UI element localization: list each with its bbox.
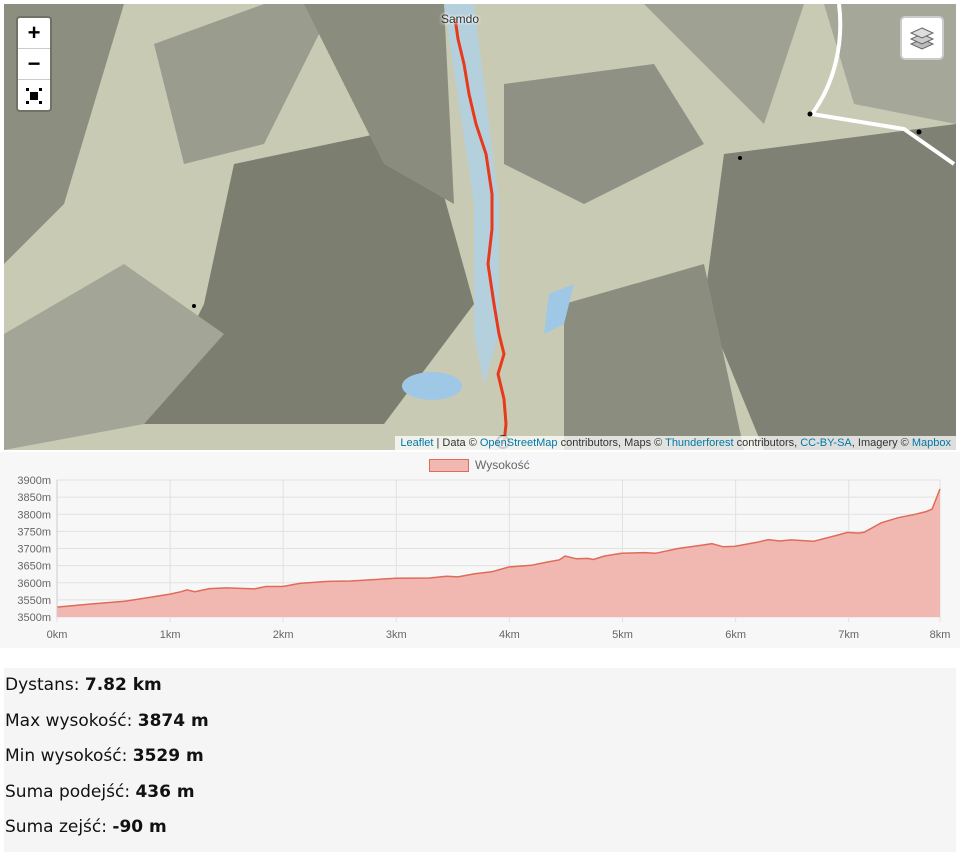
route-line — [453, 17, 508, 445]
attribution: Leaflet | Data © OpenStreetMap contribut… — [395, 436, 956, 450]
fullscreen-button[interactable] — [18, 80, 50, 110]
license-link[interactable]: CC-BY-SA — [800, 437, 852, 449]
mapbox-link[interactable]: Mapbox — [911, 437, 951, 449]
elevation-line — [56, 488, 941, 608]
stat-label: Min wysokość: — [5, 746, 133, 766]
chart-legend[interactable]: Wysokość — [429, 458, 530, 472]
osm-link[interactable]: OpenStreetMap — [479, 437, 558, 449]
stat-distance: Dystans: 7.82 km — [4, 668, 956, 704]
y-tick-label: 3800m — [17, 509, 51, 521]
x-tick-label: 5km — [612, 629, 633, 641]
y-tick-label: 3900m — [17, 475, 51, 487]
y-tick-label: 3500m — [17, 612, 51, 624]
stat-total-descent: Suma zejść: -90 m — [4, 810, 956, 846]
stat-label: Max wysokość: — [5, 710, 138, 731]
stat-value: 3529 m — [132, 746, 204, 766]
route-stats: Dystans: 7.82 km Max wysokość: 3874 m Mi… — [4, 668, 956, 852]
x-tick-label: 8km — [930, 629, 951, 641]
zoom-out-button[interactable]: − — [18, 49, 50, 80]
y-tick-label: 3850m — [17, 492, 51, 504]
y-tick-label: 3700m — [17, 544, 51, 556]
elevation-chart: 3900m 3850m 3800m 3750m 3700m 3650m 3600m 3550m… — [0, 452, 960, 648]
attr-text: | Data © — [433, 437, 480, 449]
x-tick-label: 2km — [273, 629, 294, 641]
thunderforest-link[interactable]: Thunderforest — [665, 437, 734, 449]
stat-max-elevation: Max wysokość: 3874 m — [4, 704, 956, 740]
y-tick-label: 3650m — [17, 561, 51, 573]
x-tick-label: 4km — [499, 629, 520, 641]
elevation-area — [57, 488, 940, 617]
layers-icon — [909, 27, 935, 50]
zoom-control: + − — [16, 16, 52, 112]
place-label: Samdo — [441, 12, 480, 26]
legend-swatch — [429, 458, 469, 472]
layers-button[interactable] — [900, 16, 944, 60]
x-tick-label: 1km — [160, 629, 181, 641]
attr-text: contributors, Maps © — [557, 437, 666, 449]
leaflet-link[interactable]: Leaflet — [400, 437, 434, 449]
stat-label: Suma podejść: — [5, 781, 136, 802]
y-tick-label: 3600m — [17, 578, 51, 590]
x-tick-label: 7km — [838, 629, 859, 641]
attr-text: , Imagery © — [851, 437, 912, 449]
x-tick-label: 6km — [725, 629, 746, 641]
y-tick-label: 3550m — [17, 595, 51, 607]
elevation-chart-svg: 3900m 3850m 3800m 3750m 3700m 3650m 3600m 3550m… — [17, 475, 951, 641]
zoom-in-button[interactable]: + — [18, 18, 50, 49]
legend-label: Wysokość — [475, 458, 530, 472]
stat-value: 7.82 km — [84, 675, 162, 695]
x-tick-label: 0km — [47, 629, 68, 641]
terrain-layer — [4, 4, 956, 450]
fullscreen-icon — [26, 88, 42, 105]
stat-label: Dystans: — [5, 675, 85, 695]
attr-text: contributors, — [733, 437, 801, 449]
y-tick-label: 3750m — [17, 526, 51, 538]
stat-value: -90 m — [112, 817, 167, 837]
stat-label: Suma zejść: — [5, 817, 113, 837]
stat-min-elevation: Min wysokość: 3529 m — [4, 739, 956, 775]
stat-value: 436 m — [135, 781, 195, 802]
map[interactable]: Samdo + − Leaflet | Data © OpenStreetMap… — [4, 4, 956, 450]
stat-total-ascent: Suma podejść: 436 m — [4, 775, 956, 811]
x-tick-label: 3km — [386, 629, 407, 641]
stat-value: 3874 m — [137, 710, 209, 731]
